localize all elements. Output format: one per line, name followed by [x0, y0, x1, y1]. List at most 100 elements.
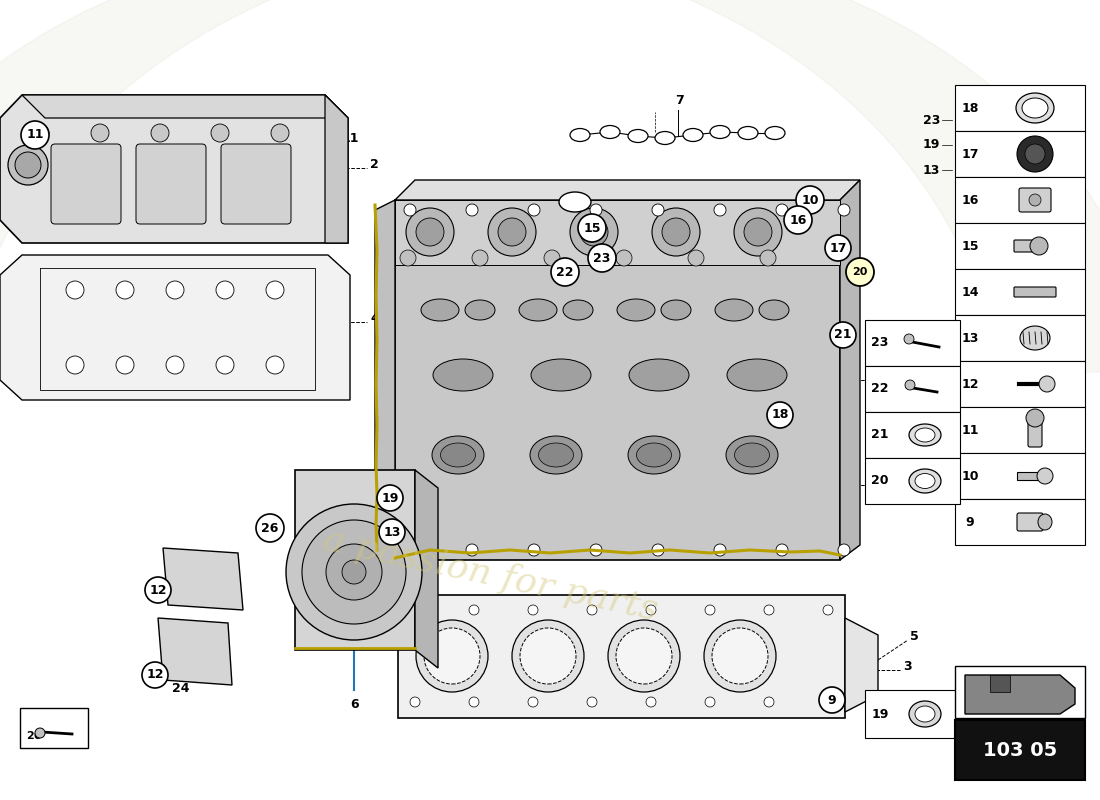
FancyBboxPatch shape — [955, 499, 1085, 545]
Circle shape — [326, 544, 382, 600]
Circle shape — [166, 281, 184, 299]
FancyBboxPatch shape — [1014, 287, 1056, 297]
Circle shape — [520, 628, 576, 684]
Circle shape — [66, 356, 84, 374]
Circle shape — [8, 145, 48, 185]
Ellipse shape — [1016, 93, 1054, 123]
Circle shape — [823, 697, 833, 707]
Text: 20: 20 — [871, 474, 889, 487]
Circle shape — [838, 204, 850, 216]
Text: 6: 6 — [350, 698, 359, 711]
Circle shape — [528, 605, 538, 615]
Circle shape — [830, 322, 856, 348]
Text: 19: 19 — [382, 491, 398, 505]
Circle shape — [551, 258, 579, 286]
Circle shape — [302, 520, 406, 624]
Circle shape — [400, 250, 416, 266]
Circle shape — [776, 544, 788, 556]
FancyBboxPatch shape — [955, 407, 1085, 453]
Ellipse shape — [1038, 514, 1052, 530]
Circle shape — [905, 380, 915, 390]
FancyBboxPatch shape — [865, 458, 960, 504]
Text: 14: 14 — [908, 475, 925, 489]
Circle shape — [15, 152, 41, 178]
Ellipse shape — [915, 428, 935, 442]
Ellipse shape — [710, 126, 730, 138]
Circle shape — [764, 605, 774, 615]
Circle shape — [404, 544, 416, 556]
Circle shape — [379, 519, 405, 545]
Text: 1: 1 — [912, 369, 921, 382]
Circle shape — [705, 697, 715, 707]
Circle shape — [776, 204, 788, 216]
Circle shape — [488, 208, 536, 256]
Polygon shape — [845, 618, 878, 712]
Ellipse shape — [530, 436, 582, 474]
Circle shape — [1040, 376, 1055, 392]
Ellipse shape — [628, 436, 680, 474]
Ellipse shape — [539, 443, 573, 467]
FancyBboxPatch shape — [955, 315, 1085, 361]
Circle shape — [587, 697, 597, 707]
Text: 103 05: 103 05 — [983, 741, 1057, 759]
Polygon shape — [840, 180, 860, 560]
Text: 11: 11 — [26, 129, 44, 142]
Circle shape — [416, 620, 488, 692]
Polygon shape — [415, 470, 438, 668]
Circle shape — [416, 218, 444, 246]
Circle shape — [764, 697, 774, 707]
Ellipse shape — [683, 129, 703, 142]
Text: 9: 9 — [827, 694, 836, 706]
Circle shape — [271, 124, 289, 142]
Text: 26: 26 — [26, 731, 42, 741]
FancyBboxPatch shape — [955, 131, 1085, 177]
Circle shape — [544, 250, 560, 266]
FancyBboxPatch shape — [865, 366, 960, 412]
Circle shape — [784, 206, 812, 234]
Circle shape — [1026, 409, 1044, 427]
Text: 17: 17 — [829, 242, 847, 254]
Polygon shape — [990, 675, 1010, 692]
FancyBboxPatch shape — [955, 666, 1085, 718]
Ellipse shape — [661, 300, 691, 320]
Polygon shape — [375, 200, 395, 560]
Text: a passion for parts: a passion for parts — [319, 523, 660, 627]
Text: 26: 26 — [262, 522, 278, 534]
Circle shape — [820, 687, 845, 713]
Text: 16: 16 — [961, 194, 979, 206]
Ellipse shape — [915, 706, 935, 722]
Text: 8: 8 — [641, 193, 650, 206]
Ellipse shape — [600, 126, 620, 138]
Text: 11: 11 — [961, 423, 979, 437]
Text: 18: 18 — [771, 409, 789, 422]
Ellipse shape — [1037, 468, 1053, 484]
Circle shape — [142, 662, 168, 688]
FancyBboxPatch shape — [51, 144, 121, 224]
Ellipse shape — [570, 129, 590, 142]
Circle shape — [472, 250, 488, 266]
Polygon shape — [0, 95, 348, 243]
Ellipse shape — [738, 126, 758, 139]
Ellipse shape — [1022, 98, 1048, 118]
Circle shape — [469, 697, 478, 707]
Circle shape — [705, 605, 715, 615]
Polygon shape — [324, 95, 348, 243]
Circle shape — [825, 235, 851, 261]
Circle shape — [652, 544, 664, 556]
Circle shape — [734, 208, 782, 256]
Text: 19: 19 — [871, 707, 889, 721]
Circle shape — [846, 258, 874, 286]
Circle shape — [424, 628, 480, 684]
Text: 19: 19 — [923, 138, 940, 151]
Ellipse shape — [637, 443, 671, 467]
Circle shape — [587, 605, 597, 615]
Circle shape — [767, 402, 793, 428]
Text: 10: 10 — [961, 470, 979, 482]
Circle shape — [744, 218, 772, 246]
Circle shape — [714, 544, 726, 556]
Text: 23: 23 — [593, 251, 611, 265]
Text: 13: 13 — [961, 331, 979, 345]
Circle shape — [712, 628, 768, 684]
Circle shape — [512, 620, 584, 692]
Text: 23: 23 — [923, 114, 940, 126]
